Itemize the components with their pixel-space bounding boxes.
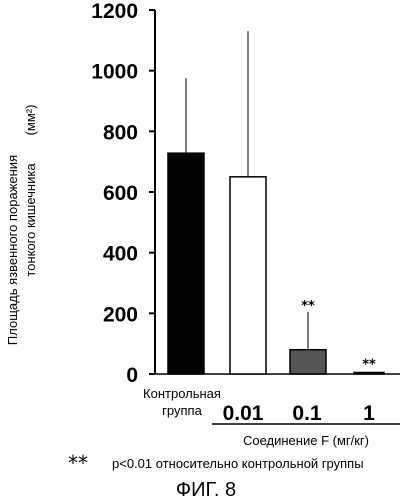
category-label-control-line2: группа (162, 403, 202, 418)
bar-2 (290, 350, 326, 374)
figure-label: ФИГ. 8 (176, 479, 236, 500)
y-tick-label: 800 (103, 121, 138, 144)
category-label-control-line1: Контрольная (143, 386, 221, 401)
y-tick-label: 0 (126, 364, 138, 387)
category-label-0.01: 0.01 (223, 402, 264, 425)
y-axis-title-line2: тонкого кишечника (23, 163, 38, 277)
y-tick-label: 1000 (91, 61, 138, 84)
y-axis-title-unit: (мм²) (23, 105, 38, 136)
y-axis-title-line1: Площадь язвенного поражения (5, 155, 20, 345)
y-tick-label: 200 (103, 303, 138, 326)
footnote-symbol: ** (68, 451, 88, 475)
significance-mark-3: ** (362, 357, 376, 372)
bar-1 (230, 177, 266, 374)
category-label-0.1: 0.1 (292, 402, 322, 425)
y-tick-label: 1200 (91, 0, 138, 23)
significance-mark-2: ** (301, 299, 315, 314)
bar-0 (168, 153, 204, 374)
category-label-1: 1 (363, 402, 375, 425)
group-label: Соединение F (мг/кг) (243, 433, 369, 448)
y-tick-label: 400 (103, 243, 138, 266)
footnote-text: p<0.01 относительно контрольной группы (112, 456, 364, 471)
y-tick-label: 600 (103, 182, 138, 205)
bar-3 (354, 372, 384, 374)
